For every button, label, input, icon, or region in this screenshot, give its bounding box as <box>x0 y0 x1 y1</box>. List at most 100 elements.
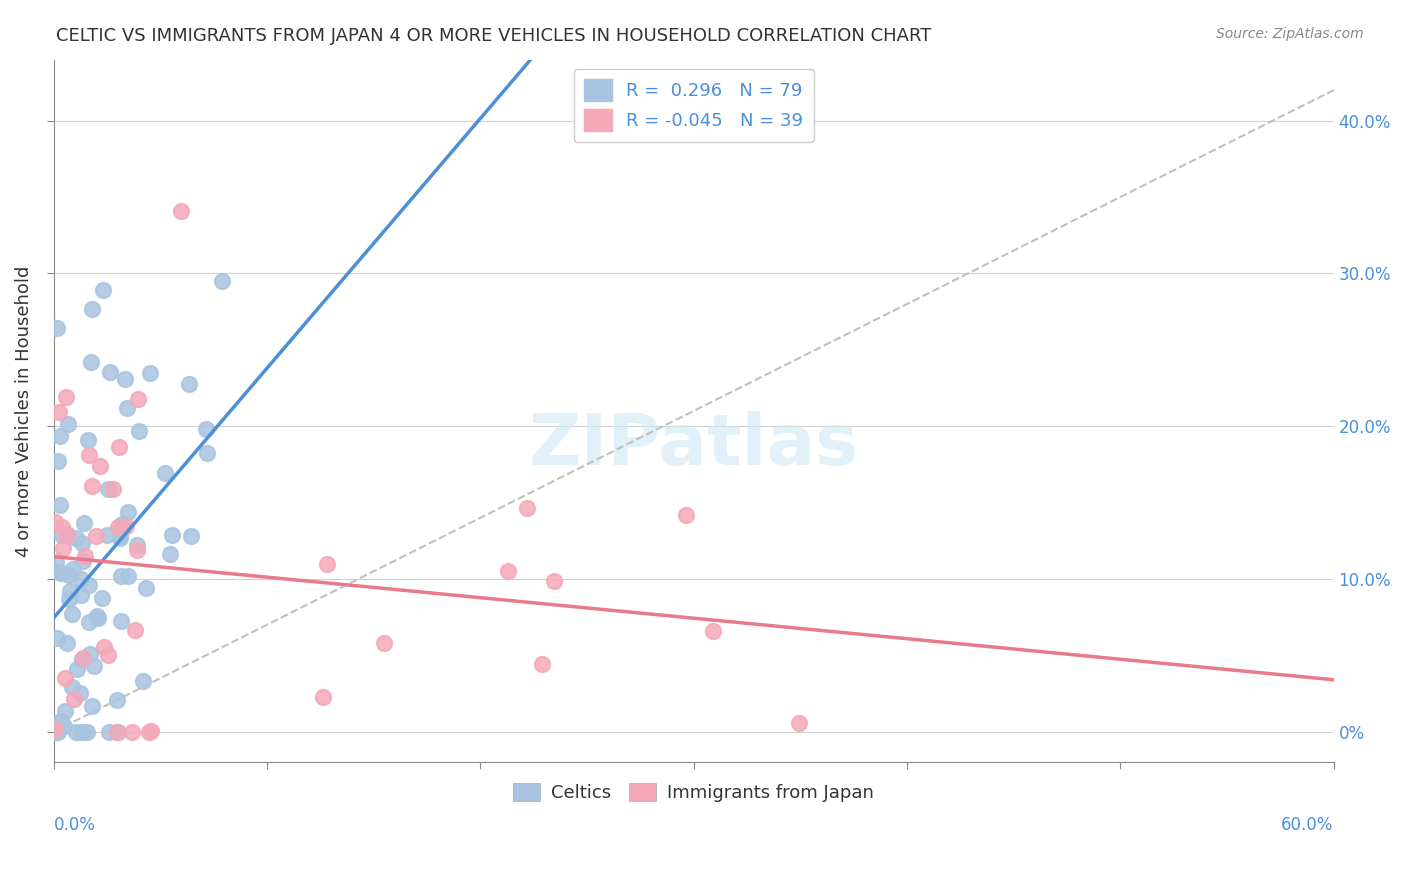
Text: CELTIC VS IMMIGRANTS FROM JAPAN 4 OR MORE VEHICLES IN HOUSEHOLD CORRELATION CHAR: CELTIC VS IMMIGRANTS FROM JAPAN 4 OR MOR… <box>56 27 932 45</box>
Point <box>787 716 810 731</box>
Point <box>65 724 87 739</box>
Point <box>70 588 93 602</box>
Point <box>107 519 129 533</box>
Point <box>76 724 98 739</box>
Point <box>496 564 519 578</box>
Point <box>316 557 339 571</box>
Point <box>45 555 67 569</box>
Point <box>211 274 233 288</box>
Point <box>121 724 143 739</box>
Text: ZIPatlas: ZIPatlas <box>529 411 859 481</box>
Point <box>77 615 100 629</box>
Point <box>160 528 183 542</box>
Point <box>180 529 202 543</box>
Legend: R =  0.296   N = 79, R = -0.045   N = 39: R = 0.296 N = 79, R = -0.045 N = 39 <box>574 69 814 142</box>
Point <box>77 433 100 447</box>
Point <box>63 692 86 706</box>
Point <box>110 569 132 583</box>
Point <box>72 651 94 665</box>
Point <box>124 623 146 637</box>
Point <box>42 564 65 578</box>
Point <box>675 508 697 522</box>
Point <box>107 724 129 739</box>
Point <box>373 635 395 649</box>
Point <box>58 567 80 582</box>
Point <box>115 401 138 415</box>
Point <box>52 541 75 555</box>
Point <box>44 515 66 529</box>
Point <box>105 724 128 739</box>
Point <box>127 392 149 407</box>
Point <box>55 671 77 685</box>
Point <box>114 371 136 385</box>
Point <box>702 624 724 638</box>
Point <box>96 528 118 542</box>
Point <box>51 566 73 580</box>
Y-axis label: 4 or more Vehicles in Household: 4 or more Vehicles in Household <box>15 265 32 557</box>
Point <box>56 528 79 542</box>
Point <box>82 302 104 317</box>
Point <box>55 390 77 404</box>
Point <box>49 498 72 512</box>
Point <box>170 204 193 219</box>
Point <box>70 652 93 666</box>
Point <box>86 609 108 624</box>
Point <box>103 482 125 496</box>
Point <box>110 520 132 534</box>
Point <box>73 549 96 563</box>
Point <box>56 636 79 650</box>
Point <box>108 529 131 543</box>
Point <box>49 714 72 728</box>
Point <box>159 547 181 561</box>
Point <box>77 448 100 462</box>
Point <box>49 566 72 580</box>
Point <box>48 724 70 739</box>
Point <box>100 365 122 379</box>
Text: Source: ZipAtlas.com: Source: ZipAtlas.com <box>1216 27 1364 41</box>
Point <box>125 543 148 558</box>
Point <box>97 482 120 496</box>
Point <box>139 724 162 739</box>
Point <box>516 501 538 516</box>
Point <box>179 377 201 392</box>
Point <box>69 686 91 700</box>
Text: 60.0%: 60.0% <box>1281 815 1334 834</box>
Point <box>46 631 69 645</box>
Point <box>70 724 93 739</box>
Point <box>125 538 148 552</box>
Point <box>59 583 82 598</box>
Point <box>56 417 79 431</box>
Point <box>53 704 76 718</box>
Point <box>77 578 100 592</box>
Point <box>97 648 120 662</box>
Point <box>83 658 105 673</box>
Point <box>70 535 93 549</box>
Point <box>60 607 83 621</box>
Point <box>110 614 132 628</box>
Point <box>56 527 79 541</box>
Point <box>139 366 162 380</box>
Point <box>58 592 80 607</box>
Point <box>115 518 138 533</box>
Point <box>80 355 103 369</box>
Point <box>72 554 94 568</box>
Point <box>52 719 75 733</box>
Point <box>531 657 554 671</box>
Point <box>65 531 87 545</box>
Point <box>44 724 66 739</box>
Point <box>51 520 73 534</box>
Point <box>93 640 115 655</box>
Point <box>111 516 134 531</box>
Point <box>195 422 218 436</box>
Point <box>70 572 93 586</box>
Point <box>108 440 131 454</box>
Point <box>62 680 84 694</box>
Point <box>135 581 157 595</box>
Point <box>66 662 89 676</box>
Point <box>105 693 128 707</box>
Point <box>117 505 139 519</box>
Point <box>62 562 84 576</box>
Point <box>48 429 70 443</box>
Text: 0.0%: 0.0% <box>53 815 96 834</box>
Point <box>117 569 139 583</box>
